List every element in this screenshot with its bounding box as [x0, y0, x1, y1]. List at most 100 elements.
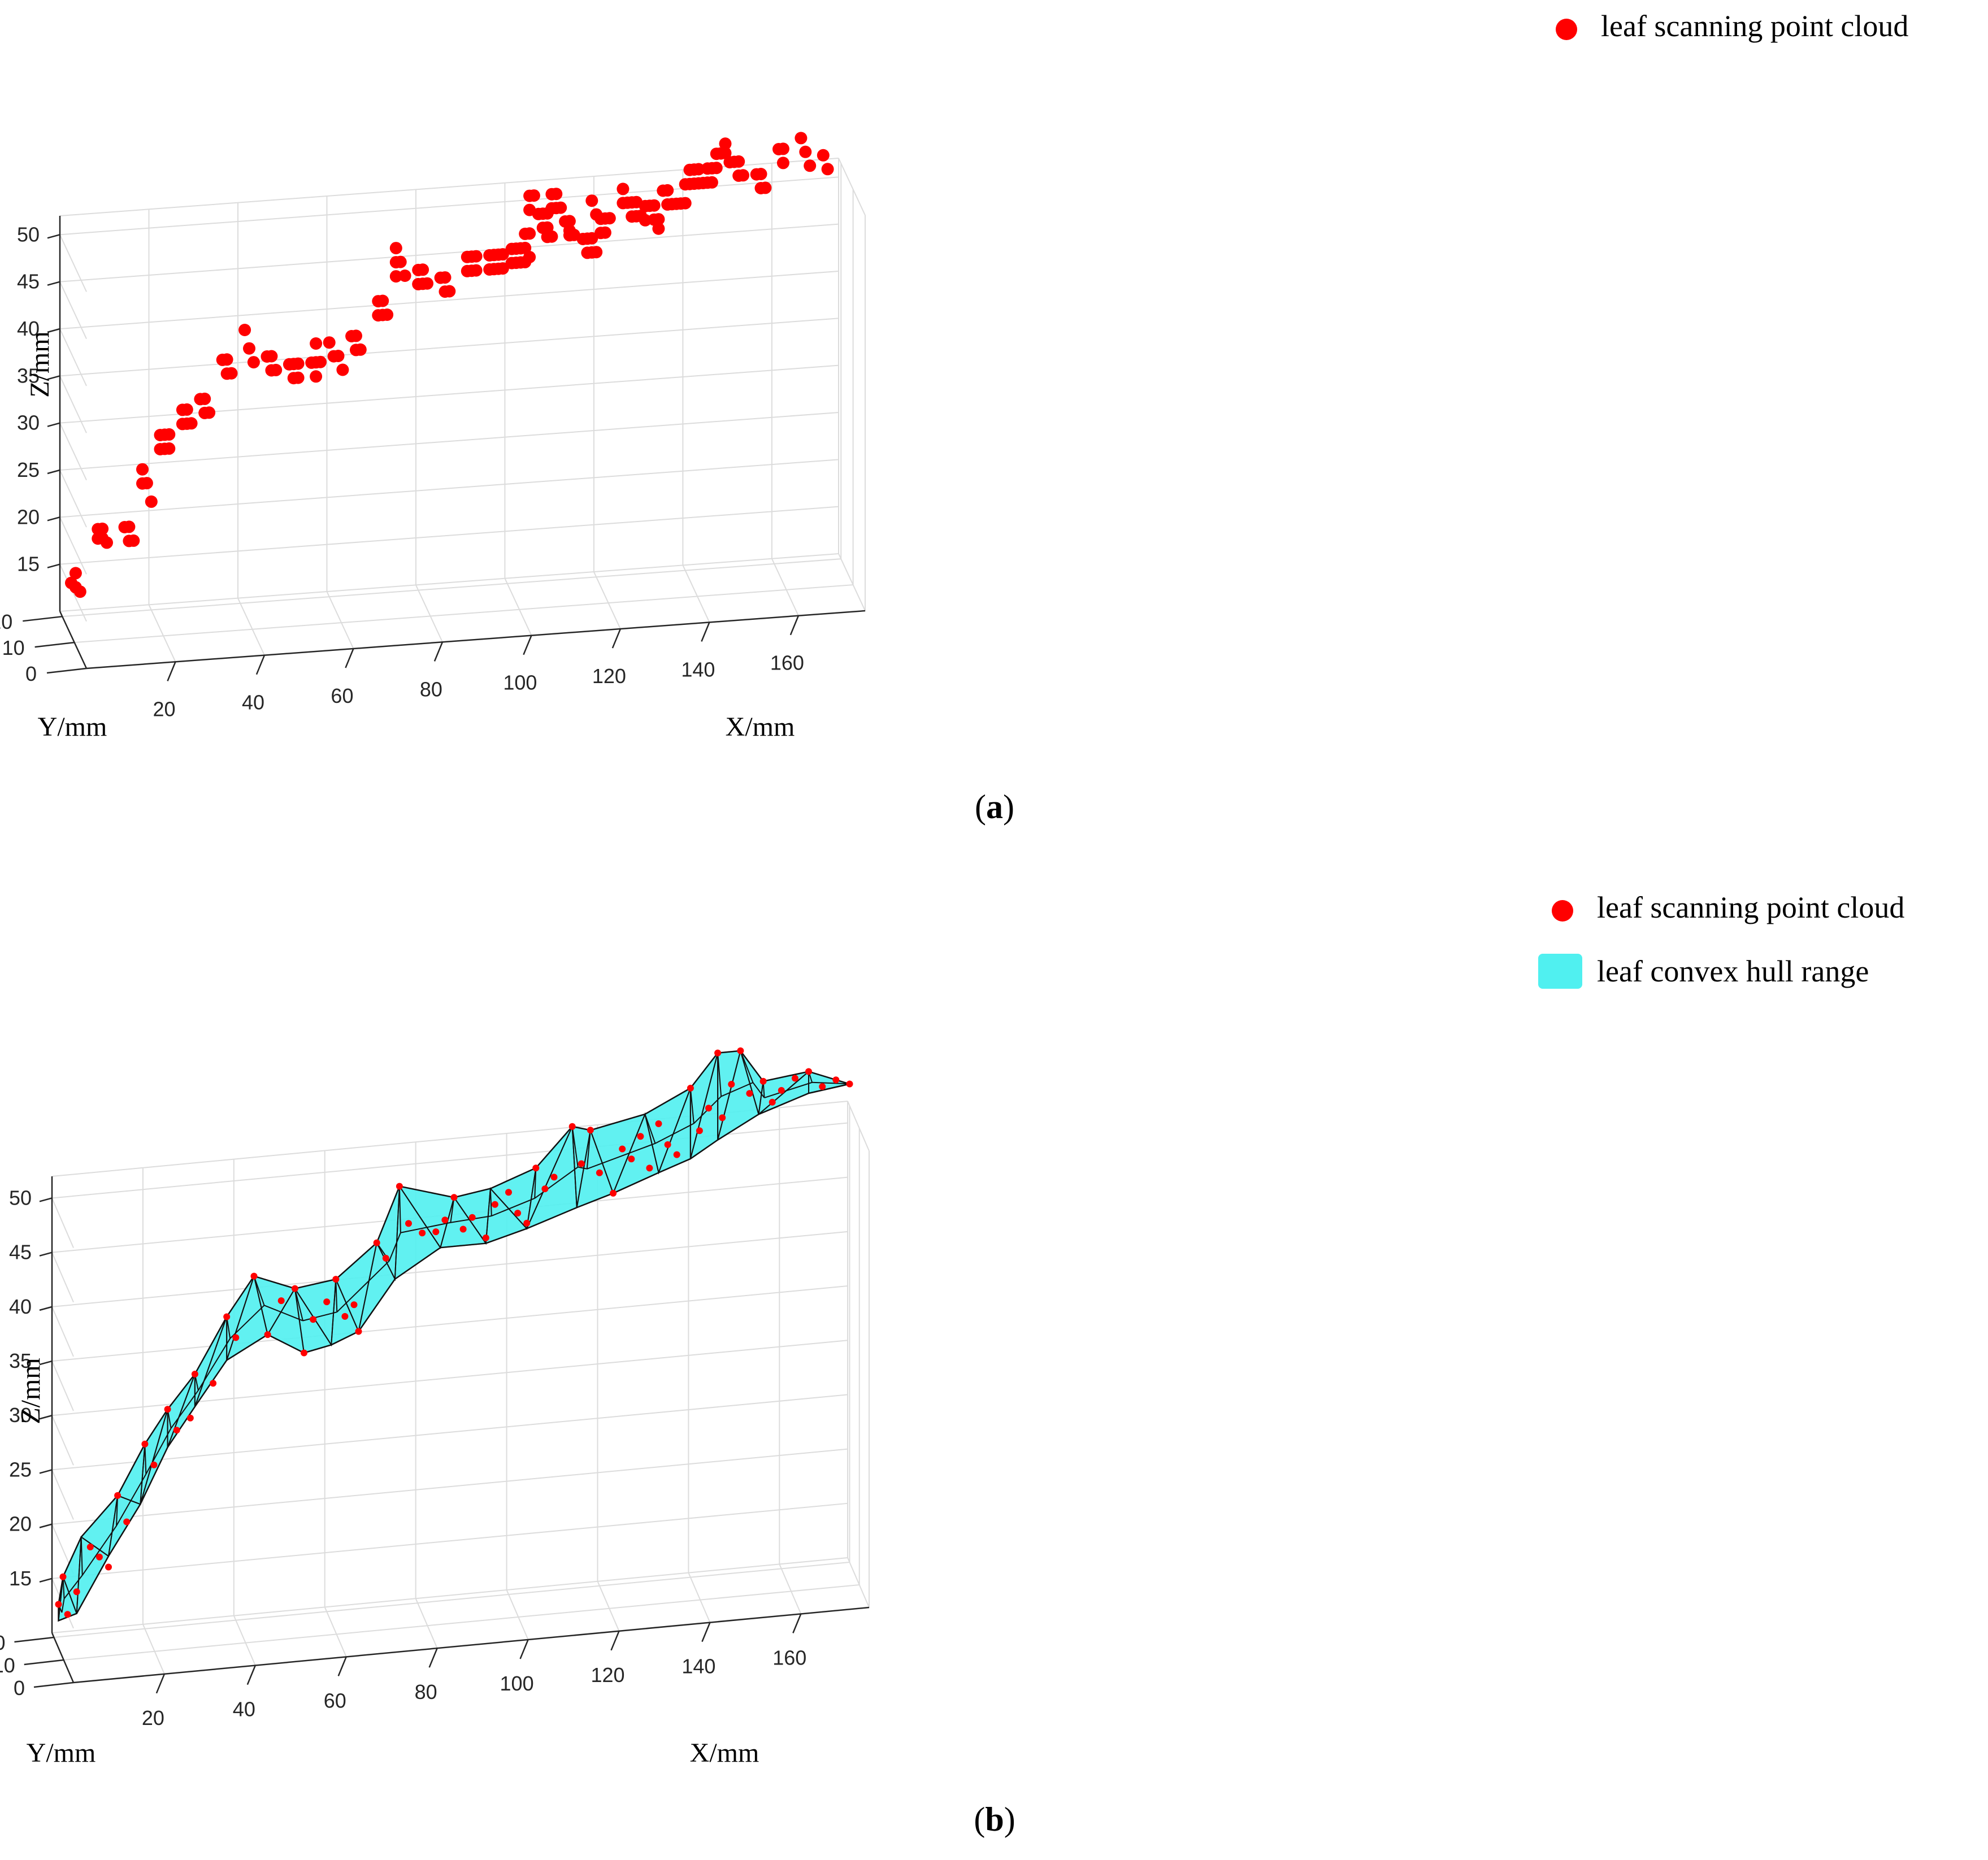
panel-b-data-point-23: [310, 1316, 317, 1323]
panel-a-ytick-mark-2: [23, 615, 63, 622]
panel-a-xgrid-3: [415, 189, 443, 642]
panel-a-data-point-114: [545, 230, 558, 243]
panel-b-hull-strut-3: [116, 1495, 119, 1526]
panel-b-xtick-mark-4: [519, 1639, 529, 1659]
panel-a-data-point-104: [523, 251, 536, 263]
panel-b-xtick-mark-5: [610, 1631, 620, 1651]
panel-b-hull-midline-8: [229, 1305, 265, 1339]
panel-b-xtick-label-5: 120: [591, 1663, 624, 1687]
panel-a-data-point-52: [310, 370, 323, 383]
panel-b-data-point-21: [291, 1285, 298, 1292]
panel-a-box-edge-0: [59, 553, 839, 612]
panel-a-data-point-193: [821, 163, 834, 176]
panel-b-data-point-47: [568, 1123, 576, 1130]
panel-b-xtick-mark-3: [428, 1648, 438, 1668]
panel-b-ztick-mark-6: [39, 1251, 53, 1257]
panel-a-data-point-69: [389, 270, 402, 283]
panel-b-ytick-mark-0: [33, 1681, 74, 1688]
panel-b-legend-label-hull: leaf convex hull range: [1597, 954, 1869, 988]
panel-b-data-point-58: [673, 1151, 680, 1158]
panel-b-data-point-34: [432, 1228, 440, 1236]
panel-a-data-point-127: [585, 232, 598, 245]
panel-b-data-point-36: [450, 1194, 458, 1201]
panel-b-data-point-10: [150, 1461, 158, 1468]
panel-b-hull-midline-17: [578, 1166, 587, 1170]
panel-a-xtick-label-3: 80: [420, 677, 442, 701]
panel-a-ztick-mark-7: [47, 234, 60, 239]
panel-b-legend-label-points: leaf scanning point cloud: [1597, 890, 1904, 924]
panel-b-data-point-19: [264, 1331, 271, 1338]
panel-b-data-point-32: [405, 1220, 412, 1227]
panel-a-xtick-label-5: 120: [592, 664, 626, 688]
panel-a-ztick-mark-1: [47, 516, 60, 522]
panel-a-data-point-8: [101, 536, 113, 549]
panel-b-hull-midline-16: [534, 1166, 579, 1199]
panel-b-ylabel: Y/mm: [27, 1738, 96, 1768]
panel-b-ytick-mark-2: [14, 1636, 54, 1643]
panel-a-ztick-label-0: 15: [17, 553, 40, 576]
panel-a-ytick-mark-1: [34, 641, 75, 648]
panel-a-ytick-mark-0: [46, 667, 87, 674]
panel-b-data-point-39: [482, 1234, 489, 1241]
panel-a-data-point-5: [96, 522, 109, 535]
panel-b-data-point-59: [687, 1084, 694, 1092]
panel-b-hull-midline-15: [491, 1197, 535, 1217]
panel-a-data-point-176: [719, 137, 732, 150]
panel-a-data-point-183: [754, 168, 767, 180]
panel-b-data-point-6: [105, 1563, 112, 1571]
panel-b-ztick-mark-2: [39, 1469, 53, 1474]
panel-b-xtick-label-3: 80: [415, 1680, 437, 1703]
panel-b-hull-strut-21: [740, 1050, 754, 1083]
panel-a-xtick-label-7: 160: [770, 651, 804, 675]
panel-b-points: [55, 1047, 853, 1618]
panel-a-ztick-mark-4: [47, 375, 60, 380]
panel-a-data-point-121: [563, 215, 576, 228]
panel-b-xtick-mark-6: [701, 1622, 711, 1642]
panel-b-data-point-69: [778, 1087, 785, 1094]
panel-a-ylabel: Y/mm: [38, 712, 107, 742]
panel-a-y-axis: [59, 611, 88, 669]
panel-a-ztick-mark-5: [47, 328, 60, 333]
panel-b-hull-midline-4: [116, 1474, 147, 1527]
panel-b-data-point-56: [655, 1120, 662, 1127]
panel-a-data-point-154: [661, 184, 674, 197]
panel-a-caption: (a): [975, 788, 1014, 825]
panel-b-ytick-mark-1: [24, 1659, 64, 1666]
panel-b-hull-midline-1: [61, 1598, 65, 1613]
panel-b-zgrid-3: [51, 1340, 848, 1466]
panel-b-data-point-30: [382, 1254, 389, 1262]
panel-a-ztick-mark-6: [47, 281, 60, 286]
panel-a-plot: 20 40 60 80 100 120 140 160 010 20 15 20 25 30 35 40 45 5…: [0, 9, 1908, 825]
panel-a-data-point-40: [265, 350, 278, 363]
panel-b-caption-close: ): [1004, 1801, 1015, 1838]
panel-a-data-point-103: [523, 227, 536, 240]
panel-b-zgrid-4: [51, 1285, 848, 1411]
panel-a-data-point-2: [73, 585, 86, 598]
panel-a-data-point-50: [314, 355, 327, 368]
panel-b-ztick-mark-1: [39, 1523, 53, 1528]
panel-b-box-edge-5: [847, 1101, 870, 1151]
panel-b-data-point-20: [277, 1297, 285, 1305]
panel-a-xgrid-7: [771, 163, 799, 616]
panel-b-ztick-label-6: 45: [9, 1241, 32, 1264]
panel-b-data-point-43: [523, 1219, 531, 1227]
panel-a-data-point-47: [292, 371, 305, 384]
panel-b-box-edge-0: [51, 1557, 848, 1633]
panel-a-legend-marker: [1556, 19, 1577, 40]
panel-b-data-point-41: [505, 1189, 512, 1196]
panel-b-data-point-42: [514, 1210, 522, 1217]
panel-a-ytick-label-1: 10: [2, 636, 25, 659]
panel-b-ztick-mark-7: [39, 1197, 53, 1202]
panel-a-ztick-label-7: 50: [17, 223, 40, 246]
panel-b-data-point-73: [832, 1076, 840, 1084]
panel-b-hull-midline-11: [336, 1260, 390, 1313]
panel-b-ygrid-2: [54, 1106, 850, 1638]
panel-b-hull-strut-2: [80, 1537, 83, 1576]
panel-a-ztick-mark-0: [47, 563, 60, 568]
panel-a-data-point-45: [292, 357, 305, 370]
panel-b-data-point-29: [373, 1239, 380, 1246]
panel-b-xtick-label-7: 160: [772, 1646, 806, 1669]
panel-a-ytick-label-0: 0: [25, 662, 37, 685]
panel-a-data-point-10: [123, 520, 136, 533]
